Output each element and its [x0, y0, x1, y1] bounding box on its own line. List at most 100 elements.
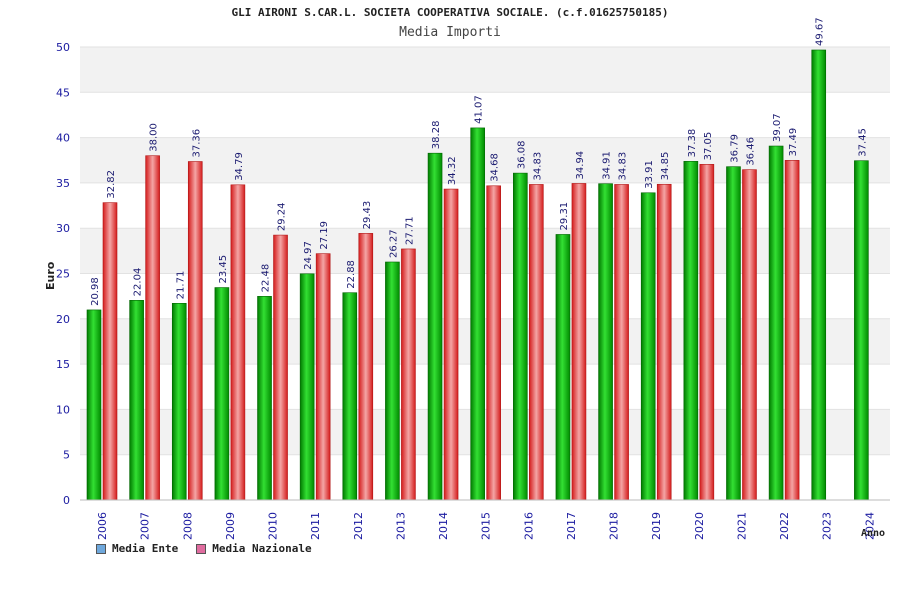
bar-series-1 — [742, 169, 757, 501]
y-tick-label: 30 — [56, 222, 70, 235]
x-tick-label: 2022 — [778, 512, 791, 540]
bar-value-label: 20.98 — [90, 277, 101, 306]
bar-series-0 — [470, 127, 485, 501]
bars: 20.98 32.82 22.04 38.00 21.71 37.36 23.45 34.79… — [86, 17, 869, 501]
bar-value-label: 41.07 — [474, 95, 485, 124]
x-tick-label: 2021 — [735, 512, 748, 540]
legend: Media Ente Media Nazionale — [96, 542, 312, 555]
bar-value-label: 37.05 — [703, 132, 714, 161]
y-tick-label: 20 — [56, 313, 70, 326]
bar-value-label: 37.36 — [191, 129, 202, 158]
bar-value-label: 27.71 — [404, 216, 415, 245]
bar-value-label: 36.79 — [729, 134, 740, 163]
bar-series-0 — [171, 303, 187, 501]
bar-series-1 — [486, 185, 501, 501]
legend-label-media-nazionale: Media Nazionale — [212, 542, 312, 555]
y-tick-label: 0 — [63, 494, 70, 507]
bar-series-0 — [555, 234, 571, 501]
bar-value-label: 23.45 — [218, 255, 229, 284]
bar-value-label: 34.83 — [618, 152, 629, 181]
bar-value-label: 29.24 — [277, 202, 288, 231]
x-tick-label: 2010 — [267, 512, 280, 540]
bar-series-1 — [656, 183, 672, 501]
bar-value-label: 38.00 — [149, 123, 160, 152]
chart-title: GLI AIRONI S.CAR.L. SOCIETA COOPERATIVA … — [231, 6, 669, 19]
bar-value-label: 39.07 — [772, 113, 783, 142]
bar-series-1 — [102, 202, 118, 501]
bar-series-1 — [529, 184, 544, 501]
grid-band — [80, 47, 890, 93]
bar-series-1 — [358, 233, 374, 501]
bar-series-1 — [784, 160, 800, 501]
x-tick-label: 2012 — [352, 512, 365, 540]
bar-series-1 — [699, 164, 715, 501]
x-tick-label: 2016 — [522, 512, 535, 540]
x-tick-label: 2018 — [608, 512, 621, 540]
y-tick-label: 25 — [56, 268, 70, 281]
legend-item-media-ente: Media Ente — [96, 542, 178, 555]
x-tick-label: 2019 — [650, 512, 663, 540]
bar-series-0 — [683, 161, 699, 501]
bar-value-label: 34.94 — [575, 151, 586, 180]
y-tick-label: 45 — [56, 86, 70, 99]
x-tick-label: 2017 — [565, 512, 578, 540]
bar-value-label: 32.82 — [106, 170, 117, 199]
y-tick-label: 35 — [56, 177, 70, 190]
bar-series-1 — [187, 161, 203, 501]
x-tick-label: 2008 — [181, 512, 194, 540]
bar-series-0 — [257, 296, 272, 501]
bar-value-label: 34.91 — [602, 151, 613, 180]
x-tick-label: 2020 — [693, 512, 706, 540]
y-tick-label: 5 — [63, 449, 70, 462]
bar-value-label: 21.71 — [175, 271, 186, 300]
bar-value-label: 34.85 — [660, 152, 671, 181]
bar-series-0 — [640, 192, 656, 501]
bar-series-1 — [273, 234, 288, 501]
bar-series-1 — [401, 248, 416, 501]
bar-series-1 — [614, 184, 629, 501]
bar-series-0 — [726, 166, 741, 501]
bar-series-0 — [214, 287, 230, 501]
y-tick-label: 50 — [56, 41, 70, 54]
bar-value-label: 49.67 — [815, 17, 826, 46]
bar-value-label: 27.19 — [319, 221, 330, 250]
x-axis-ticks: 2006 2007 2008 2009 2010 2011 2012 2013 2014 2015… — [96, 512, 876, 540]
bar-series-1 — [315, 253, 331, 501]
bar-series-0 — [129, 300, 144, 501]
bar-series-0 — [427, 152, 443, 501]
bar-value-label: 38.28 — [431, 121, 442, 150]
bar-value-label: 37.45 — [857, 128, 868, 157]
y-tick-label: 10 — [56, 403, 70, 416]
bar-value-label: 26.27 — [388, 229, 399, 258]
bar-series-0 — [811, 49, 827, 501]
chart-subtitle: Media Importi — [399, 25, 501, 40]
x-tick-label: 2006 — [96, 512, 109, 540]
x-tick-label: 2013 — [394, 512, 407, 540]
bar-value-label: 36.08 — [516, 140, 527, 169]
bar-value-label: 37.49 — [788, 128, 799, 157]
x-tick-label: 2014 — [437, 512, 450, 540]
bar-series-0 — [513, 172, 528, 501]
legend-label-media-ente: Media Ente — [112, 542, 179, 555]
x-tick-label: 2007 — [139, 512, 152, 540]
bar-series-0 — [385, 261, 400, 501]
bar-series-0 — [598, 183, 613, 501]
x-tick-label: 2011 — [309, 512, 322, 540]
bar-value-label: 34.83 — [532, 152, 543, 181]
bar-series-0 — [768, 145, 784, 501]
x-axis-label: Anno — [861, 528, 886, 539]
grid-band — [80, 92, 890, 138]
bar-series-0 — [86, 309, 102, 501]
bar-series-0 — [299, 273, 315, 501]
bar-series-0 — [342, 292, 358, 501]
bar-value-label: 37.38 — [687, 129, 698, 158]
x-tick-label: 2009 — [224, 512, 237, 540]
bar-value-label: 34.32 — [447, 156, 458, 185]
legend-item-media-nazionale: Media Nazionale — [196, 542, 312, 555]
bar-series-1 — [571, 183, 587, 501]
bar-value-label: 33.91 — [644, 160, 655, 189]
x-tick-label: 2023 — [821, 512, 834, 540]
bar-series-1 — [230, 184, 246, 501]
legend-swatch-media-ente — [96, 543, 106, 554]
